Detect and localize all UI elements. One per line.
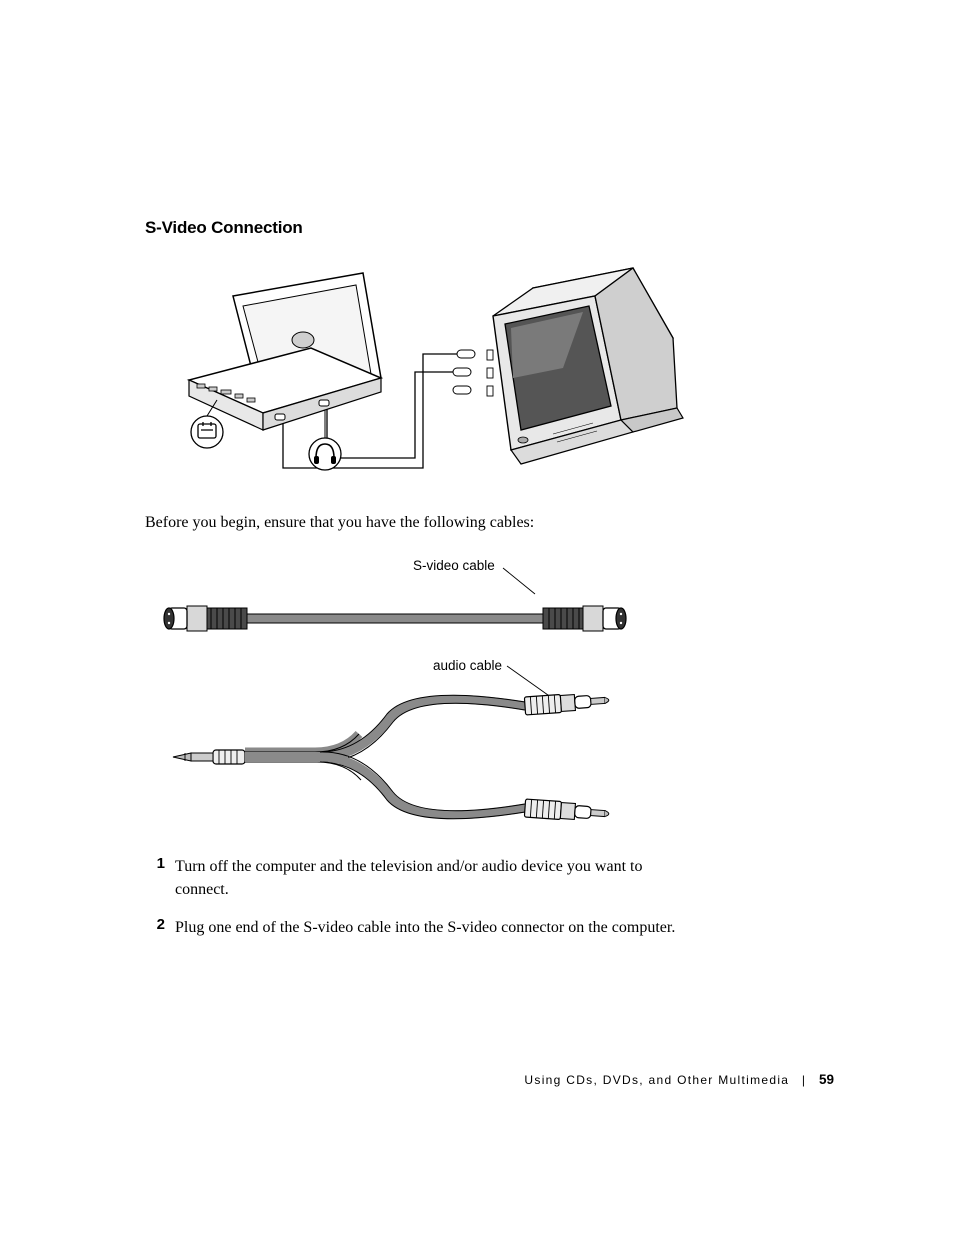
intro-text: Before you begin, ensure that you have t…: [145, 511, 834, 534]
footer-page-number: 59: [819, 1072, 834, 1087]
svideo-cable: [164, 606, 626, 631]
step-number: 2: [145, 916, 175, 933]
footer-chapter: Using CDs, DVDs, and Other Multimedia: [524, 1073, 789, 1087]
step-text: Plug one end of the S-video cable into t…: [175, 916, 834, 939]
audio-cable-label: audio cable: [433, 658, 502, 673]
svideo-cable-label: S-video cable: [413, 558, 495, 573]
tv-icon: [487, 268, 683, 464]
step-row: 1 Turn off the computer and the televisi…: [145, 855, 834, 901]
section-heading: S-Video Connection: [145, 218, 834, 238]
page-footer: Using CDs, DVDs, and Other Multimedia | …: [524, 1072, 834, 1087]
cable-diagram: S-video cable: [145, 552, 834, 827]
laptop-icon: [189, 273, 381, 430]
step-text: Turn off the computer and the television…: [175, 855, 834, 901]
audio-cable: [173, 691, 609, 822]
step-number: 1: [145, 855, 175, 872]
step-row: 2 Plug one end of the S-video cable into…: [145, 916, 834, 939]
headphone-port-icon: [309, 410, 341, 470]
footer-separator: |: [802, 1073, 806, 1087]
connection-diagram: [163, 258, 834, 493]
